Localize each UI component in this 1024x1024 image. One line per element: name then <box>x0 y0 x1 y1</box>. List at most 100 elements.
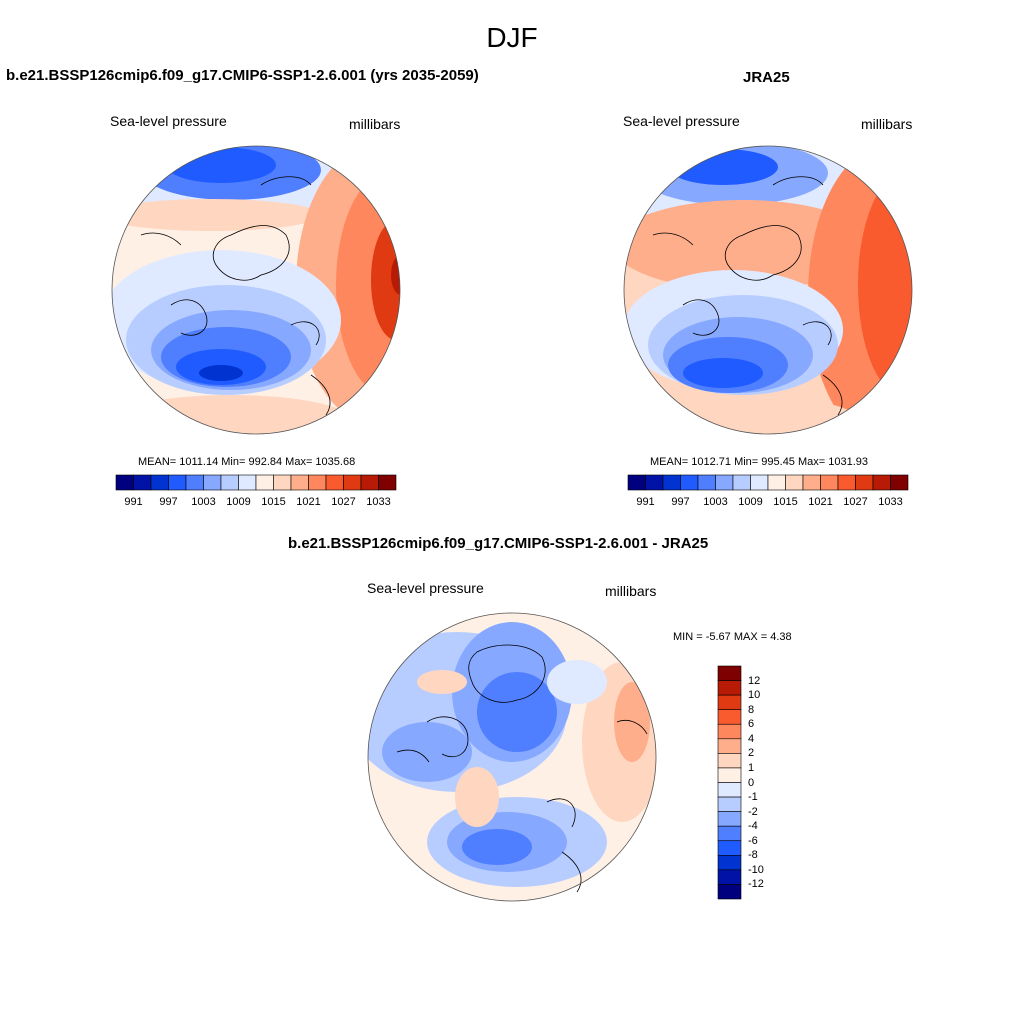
colorbar-tick-label: 997 <box>159 496 178 508</box>
colorbar-swatch <box>717 753 742 769</box>
colorbar-swatch <box>150 474 169 491</box>
colorbar-swatch <box>627 474 646 491</box>
colorbar-swatch <box>717 723 742 740</box>
colorbar-swatch <box>717 680 742 696</box>
panel2-colorbar <box>627 474 909 491</box>
panel1-stats: MEAN= 1011.14 Min= 992.84 Max= 1035.68 <box>138 456 356 468</box>
colorbar-swatch <box>872 474 891 491</box>
colorbar-tick-label: 1 <box>748 761 755 774</box>
colorbar-swatch <box>133 474 152 491</box>
panel3-colorbar-labels: 12 10 8 6 4 2 1 0 -1 -2 -4 -6 -8 -10 -12 <box>748 666 778 899</box>
colorbar-swatch <box>717 694 742 710</box>
colorbar-tick-label: -12 <box>748 878 764 891</box>
colorbar-swatch <box>290 474 309 491</box>
colorbar-tick-label: 1009 <box>226 496 251 508</box>
colorbar-tick-label: -4 <box>748 820 758 833</box>
colorbar-tick-label: 991 <box>124 496 143 508</box>
panel1-variable-label: Sea-level pressure <box>110 113 227 129</box>
colorbar-swatch <box>185 474 204 491</box>
panel3-polar-map <box>367 612 657 902</box>
colorbar-tick-label: 0 <box>748 776 755 789</box>
colorbar-swatch <box>680 474 699 491</box>
colorbar-tick-label: 1033 <box>878 496 903 508</box>
colorbar-swatch <box>203 474 222 491</box>
colorbar-tick-label: 991 <box>636 496 655 508</box>
colorbar-swatch <box>645 474 664 491</box>
panel2-title: JRA25 <box>743 69 790 86</box>
panel2-polar-map <box>623 145 913 435</box>
colorbar-swatch <box>717 825 742 842</box>
colorbar-swatch <box>220 474 239 491</box>
colorbar-tick-label: 4 <box>748 732 755 745</box>
panel3-colorbar <box>717 665 742 900</box>
colorbar-swatch <box>732 474 751 491</box>
colorbar-tick-label: 2 <box>748 747 755 760</box>
colorbar-tick-label: -2 <box>748 805 758 818</box>
colorbar-swatch <box>168 474 187 491</box>
panel2-colorbar-labels: 991 997 1003 1009 1015 1021 1027 1033 <box>628 496 908 510</box>
colorbar-tick-label: 6 <box>748 718 755 731</box>
panel3-variable-label: Sea-level pressure <box>367 580 484 596</box>
colorbar-tick-label: 1027 <box>331 496 356 508</box>
colorbar-swatch <box>717 796 742 812</box>
panel1-colorbar <box>115 474 397 491</box>
colorbar-swatch <box>717 869 742 885</box>
colorbar-swatch <box>717 811 742 827</box>
colorbar-swatch <box>715 474 734 491</box>
colorbar-swatch <box>890 474 909 491</box>
colorbar-tick-label: 1015 <box>773 496 798 508</box>
colorbar-tick-label: -6 <box>748 834 758 847</box>
panel1-colorbar-labels: 991 997 1003 1009 1015 1021 1027 1033 <box>116 496 396 510</box>
colorbar-swatch <box>717 840 742 856</box>
page-title: DJF <box>486 22 538 53</box>
panel3-stats: MIN = -5.67 MAX = 4.38 <box>673 631 792 643</box>
colorbar-tick-label: 1015 <box>261 496 286 508</box>
colorbar-swatch <box>308 474 327 491</box>
colorbar-tick-label: 1021 <box>296 496 321 508</box>
colorbar-swatch <box>767 474 786 491</box>
colorbar-swatch <box>820 474 839 491</box>
colorbar-swatch <box>717 855 742 871</box>
colorbar-swatch <box>855 474 874 491</box>
colorbar-tick-label: 12 <box>748 674 761 687</box>
colorbar-tick-label: 1021 <box>808 496 833 508</box>
colorbar-tick-label: 1003 <box>191 496 216 508</box>
colorbar-swatch <box>273 474 292 491</box>
colorbar-swatch <box>255 474 274 491</box>
colorbar-swatch <box>325 474 344 491</box>
colorbar-tick-label: -1 <box>748 791 758 804</box>
colorbar-tick-label: 10 <box>748 689 761 702</box>
colorbar-tick-label: 997 <box>671 496 690 508</box>
colorbar-tick-label: 1003 <box>703 496 728 508</box>
panel1-units-label: millibars <box>349 116 401 132</box>
colorbar-swatch <box>785 474 804 491</box>
colorbar-swatch <box>717 709 742 725</box>
panel2-variable-label: Sea-level pressure <box>623 113 740 129</box>
colorbar-tick-label: 8 <box>748 703 755 716</box>
colorbar-swatch <box>750 474 769 491</box>
colorbar-swatch <box>717 665 742 681</box>
colorbar-swatch <box>717 884 742 900</box>
colorbar-swatch <box>697 474 716 491</box>
colorbar-swatch <box>802 474 821 491</box>
panel1-title: b.e21.BSSP126cmip6.f09_g17.CMIP6-SSP1-2.… <box>6 67 479 84</box>
colorbar-tick-label: -10 <box>748 863 764 876</box>
panel2-stats: MEAN= 1012.71 Min= 995.45 Max= 1031.93 <box>650 456 869 468</box>
panel3-units-label: millibars <box>605 583 657 599</box>
panel1-polar-map <box>111 145 401 435</box>
colorbar-swatch <box>378 474 397 491</box>
colorbar-swatch <box>360 474 379 491</box>
colorbar-tick-label: -8 <box>748 849 758 862</box>
colorbar-tick-label: 1027 <box>843 496 868 508</box>
colorbar-swatch <box>837 474 856 491</box>
colorbar-swatch <box>717 782 742 798</box>
colorbar-swatch <box>662 474 681 491</box>
colorbar-swatch <box>343 474 362 491</box>
panel2-units-label: millibars <box>861 116 913 132</box>
colorbar-swatch <box>238 474 257 491</box>
colorbar-tick-label: 1009 <box>738 496 763 508</box>
colorbar-swatch <box>717 738 742 754</box>
colorbar-swatch <box>717 767 742 783</box>
panel3-title: b.e21.BSSP126cmip6.f09_g17.CMIP6-SSP1-2.… <box>288 535 709 552</box>
colorbar-swatch <box>115 474 134 491</box>
